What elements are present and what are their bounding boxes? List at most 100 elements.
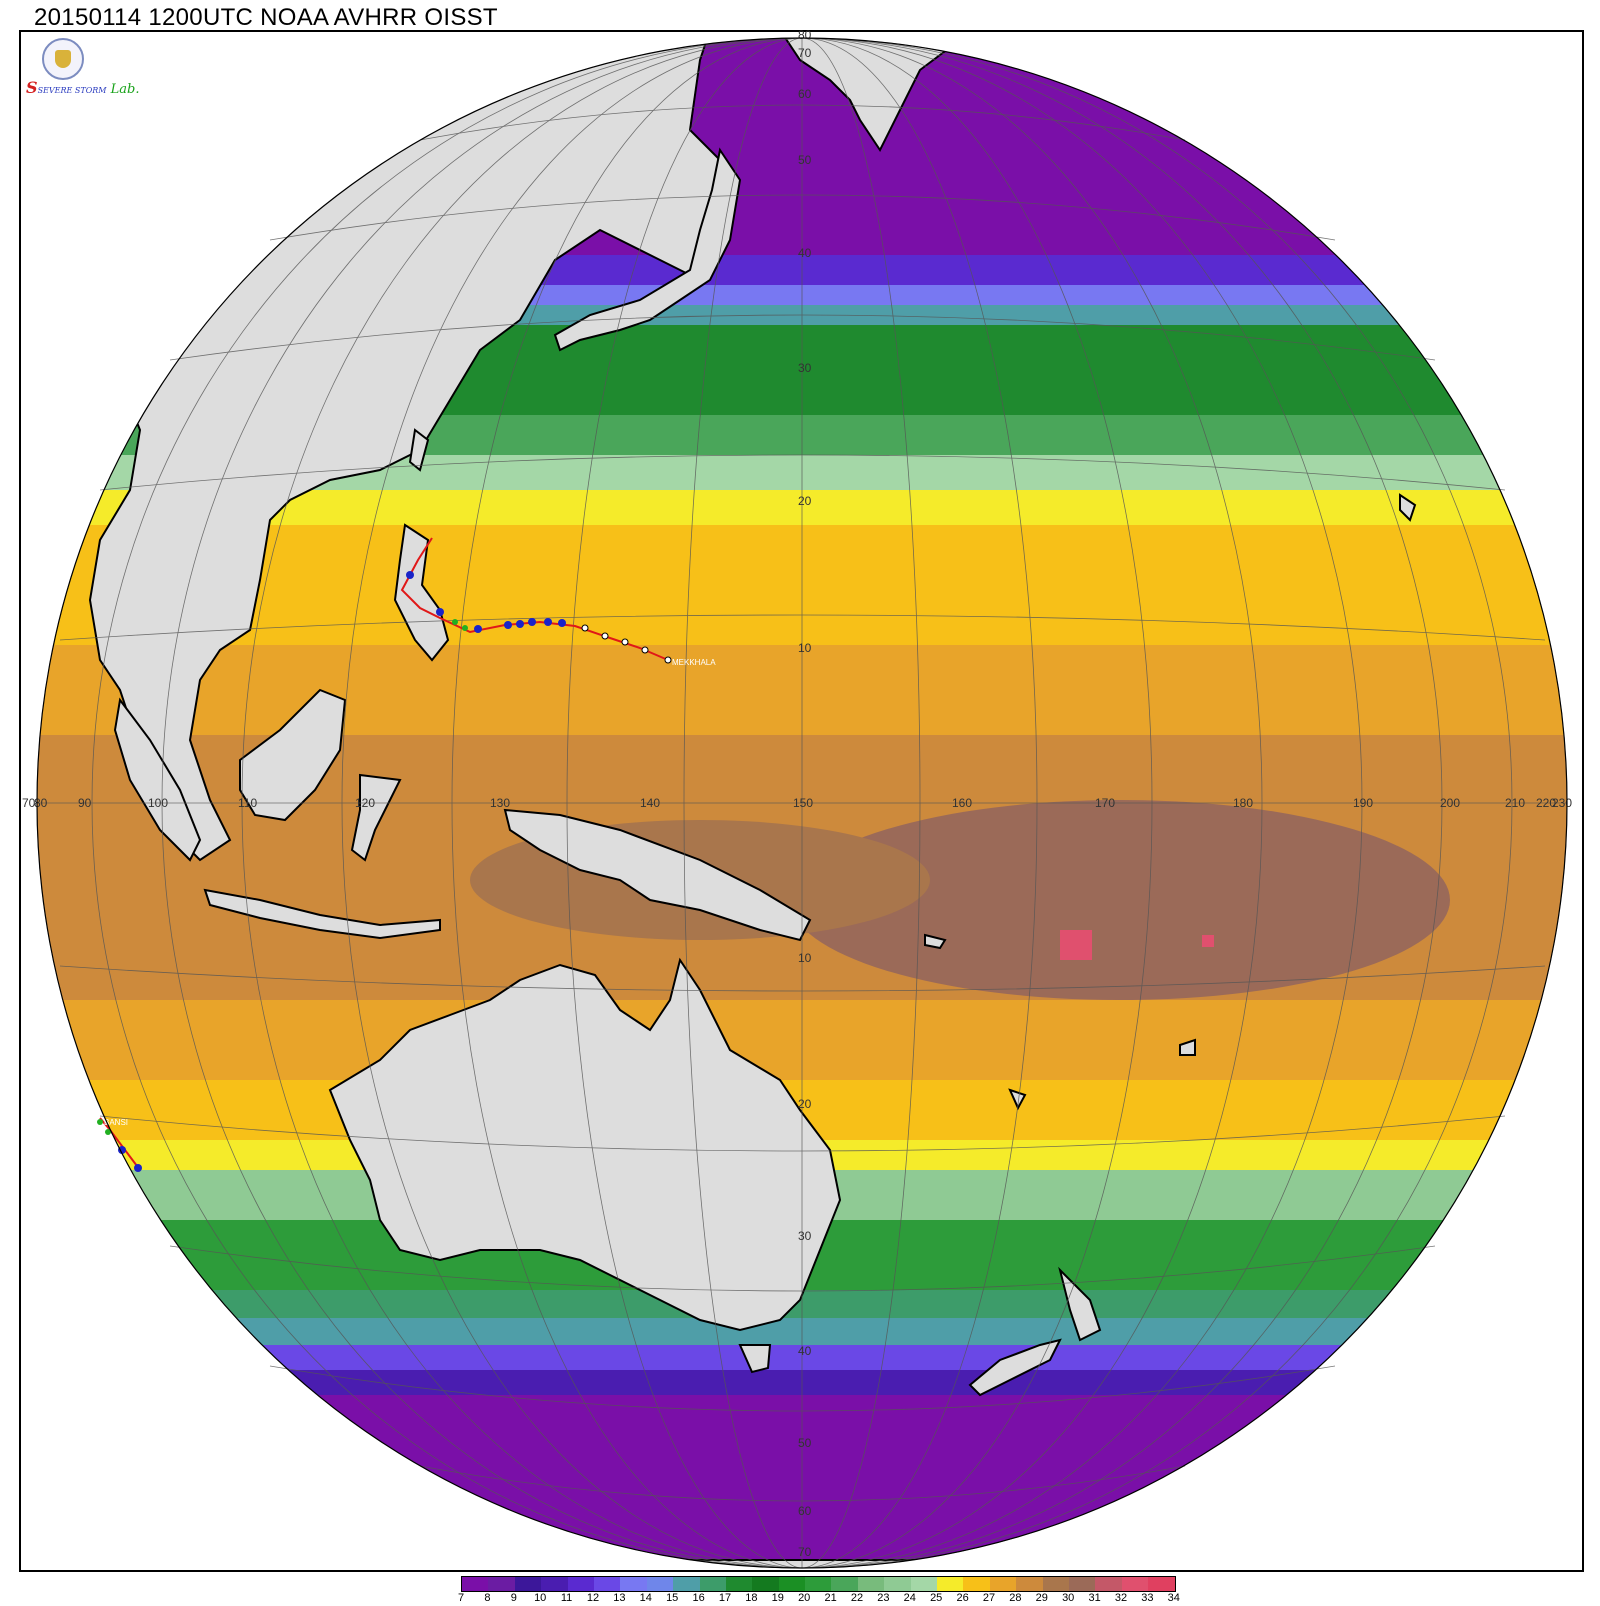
parallel-label: 40 <box>798 1344 812 1358</box>
colorbar-tick-label: 8 <box>484 1592 491 1604</box>
meridian-label: 130 <box>490 796 510 810</box>
colorbar-swatch <box>937 1577 964 1591</box>
meridian-label: 140 <box>640 796 660 810</box>
colorbar-tick-label: 34 <box>1167 1592 1180 1604</box>
colorbar-swatch <box>673 1577 700 1591</box>
map-frame <box>19 30 1584 1572</box>
meridian-label: 190 <box>1353 796 1373 810</box>
meridian-label: 200 <box>1440 796 1460 810</box>
meridian-label: 160 <box>952 796 972 810</box>
logo-wordmark: SSEVERE STORM Lab. <box>26 78 140 97</box>
colorbar-swatch <box>884 1577 911 1591</box>
parallel-label: 70 <box>798 46 812 60</box>
colorbar-swatch <box>1095 1577 1122 1591</box>
parallel-label: 10 <box>798 641 812 655</box>
colorbar-tick-label: 9 <box>510 1592 517 1604</box>
parallel-label: 30 <box>798 1229 812 1243</box>
colorbar-tick-label: 20 <box>798 1592 811 1604</box>
parallel-label: 50 <box>798 153 812 167</box>
colorbar-swatch <box>1042 1577 1069 1591</box>
parallel-label: 10 <box>798 951 812 965</box>
parallel-label: 20 <box>798 1097 812 1111</box>
colorbar-tick-label: 22 <box>850 1592 864 1604</box>
colorbar-tick-label: 24 <box>903 1592 916 1604</box>
colorbar-swatch <box>963 1577 990 1591</box>
colorbar-swatch <box>488 1577 515 1591</box>
university-seal-icon <box>42 38 84 80</box>
colorbar-tick-label: 13 <box>613 1592 626 1604</box>
parallel-label: 70 <box>798 1545 812 1559</box>
colorbar-swatch <box>514 1577 542 1591</box>
colorbar-swatch <box>541 1577 568 1591</box>
parallel-labels: 80 70 60 50 40 30 20 10 10 20 30 40 50 6… <box>798 28 812 1559</box>
colorbar-swatch <box>910 1577 938 1591</box>
colorbar-tick-label: 10 <box>534 1592 547 1604</box>
colorbar-swatch <box>1121 1577 1149 1591</box>
parallel-label: 40 <box>798 246 812 260</box>
colorbar-tick-label: 26 <box>956 1592 969 1604</box>
storm-track-mekkhala: MEKKHALA <box>400 537 716 667</box>
sst-colorbar <box>461 1576 1176 1592</box>
colorbar-tick-label: 27 <box>982 1592 996 1604</box>
meridian-label: 110 <box>238 796 257 810</box>
colorbar-tick-label: 19 <box>771 1592 784 1604</box>
storm-track-bansi: BANSI <box>97 1117 142 1172</box>
colorbar-tick-label: 33 <box>1141 1592 1154 1604</box>
meridian-label: 80 <box>34 796 48 810</box>
storm-label-bansi: BANSI <box>104 1118 128 1127</box>
colorbar-swatch <box>778 1577 806 1591</box>
colorbar-swatch <box>831 1577 858 1591</box>
colorbar-tick-label: 25 <box>930 1592 943 1604</box>
colorbar-tick-label: 17 <box>718 1592 732 1604</box>
parallel-label: 60 <box>798 1504 812 1518</box>
colorbar-tick-label: 18 <box>745 1592 758 1604</box>
colorbar-tick-label: 29 <box>1035 1592 1048 1604</box>
meridian-label: 180 <box>1233 796 1253 810</box>
colorbar-tick-label: 7 <box>457 1592 465 1604</box>
colorbar-tick-label: 32 <box>1114 1592 1128 1604</box>
colorbar-tick-label: 16 <box>692 1592 705 1604</box>
meridian-label: 230 <box>1552 796 1572 810</box>
parallel-label: 50 <box>798 1436 812 1450</box>
meridian-label: 210 <box>1505 796 1525 810</box>
colorbar-tick-label: 31 <box>1088 1592 1101 1604</box>
meridian-label: 220 <box>1536 796 1556 810</box>
colorbar-tick-label: 28 <box>1009 1592 1022 1604</box>
meridian-label: 90 <box>78 796 92 810</box>
meridian-label: 120 <box>355 796 375 810</box>
colorbar-swatch <box>1148 1577 1175 1591</box>
colorbar-labels: 7 8 9 10 11 12 13 14 15 16 17 18 19 20 21 22 23 24 25 26 27 2… <box>457 1592 1201 1606</box>
colorbar-swatch <box>620 1577 647 1591</box>
severe-storm-lab-logo: SSEVERE STORM Lab. <box>26 38 139 98</box>
parallel-label: 20 <box>798 494 812 508</box>
parallel-label: 30 <box>798 361 812 375</box>
colorbar-tick-label: 11 <box>560 1592 573 1604</box>
meridian-label: 150 <box>793 796 813 810</box>
colorbar-tick-label: 12 <box>586 1592 600 1604</box>
parallel-label: 80 <box>798 28 812 42</box>
colorbar-tick-label: 30 <box>1062 1592 1075 1604</box>
colorbar-tick-label: 23 <box>877 1592 890 1604</box>
colorbar-swatch <box>593 1577 621 1591</box>
colorbar-tick-label: 15 <box>666 1592 679 1604</box>
colorbar-swatch <box>805 1577 832 1591</box>
colorbar-tick-label: 21 <box>824 1592 837 1604</box>
colorbar-swatch <box>1068 1577 1096 1591</box>
colorbar-swatch <box>567 1577 594 1591</box>
colorbar-swatch <box>857 1577 885 1591</box>
parallel-label: 60 <box>798 87 812 101</box>
colorbar-swatch <box>699 1577 726 1591</box>
colorbar-swatch <box>725 1577 753 1591</box>
colorbar-swatch <box>752 1577 779 1591</box>
colorbar-swatch <box>646 1577 674 1591</box>
meridian-label: 100 <box>148 796 168 810</box>
colorbar-swatch <box>989 1577 1017 1591</box>
colorbar-tick-label: 14 <box>639 1592 652 1604</box>
storm-label-mekkhala: MEKKHALA <box>672 658 716 667</box>
meridian-label: 70 <box>22 796 36 810</box>
map-title: 20150114 1200UTC NOAA AVHRR OISST <box>34 4 498 31</box>
colorbar-swatch <box>462 1577 489 1591</box>
colorbar-swatch <box>1016 1577 1043 1591</box>
meridian-label: 170 <box>1095 796 1115 810</box>
